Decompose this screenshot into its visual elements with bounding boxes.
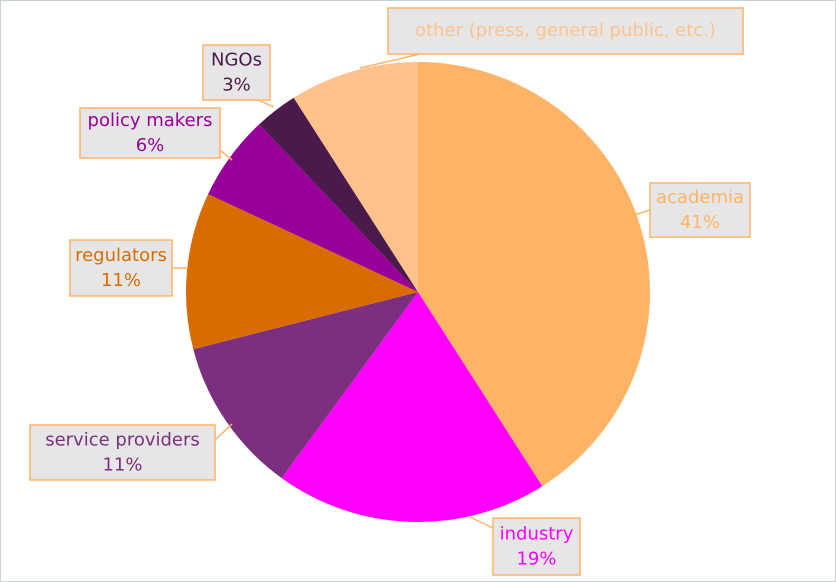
pie-slice: [208, 124, 418, 292]
data-label-value: 11%: [101, 270, 141, 291]
data-label-value: 41%: [680, 212, 720, 233]
data-label-name: service providers: [45, 430, 200, 451]
pie-slice: [259, 97, 418, 292]
leader-line: [359, 53, 421, 69]
leader-line: [214, 423, 233, 441]
leader-line: [469, 516, 494, 529]
pie-slice: [293, 62, 418, 292]
leader-line: [257, 99, 275, 108]
label-box: [29, 424, 216, 481]
label-box: [649, 182, 751, 238]
pie-slice: [186, 194, 418, 350]
leader-line: [633, 209, 651, 216]
leader-line: [219, 149, 233, 161]
label-box: [202, 44, 271, 101]
label-box: [492, 517, 581, 576]
label-box: [387, 7, 744, 55]
data-label-value: 6%: [136, 135, 165, 156]
pie-slice: [193, 292, 418, 479]
data-label-value: 3%: [222, 75, 251, 96]
data-label-name: NGOs: [211, 50, 262, 71]
data-label-name: industry: [500, 524, 574, 545]
data-label-value: 11%: [102, 455, 142, 476]
label-box: [79, 107, 221, 159]
data-label-name: policy makers: [88, 110, 213, 131]
data-label-name: regulators: [75, 245, 167, 266]
pie-slice: [281, 292, 543, 522]
label-box: [69, 239, 173, 297]
data-label-name: academia: [656, 187, 744, 208]
data-label-value: 19%: [516, 549, 556, 570]
data-label-name: other (press, general public, etc.): [415, 20, 716, 41]
pie-slice: [418, 62, 650, 487]
